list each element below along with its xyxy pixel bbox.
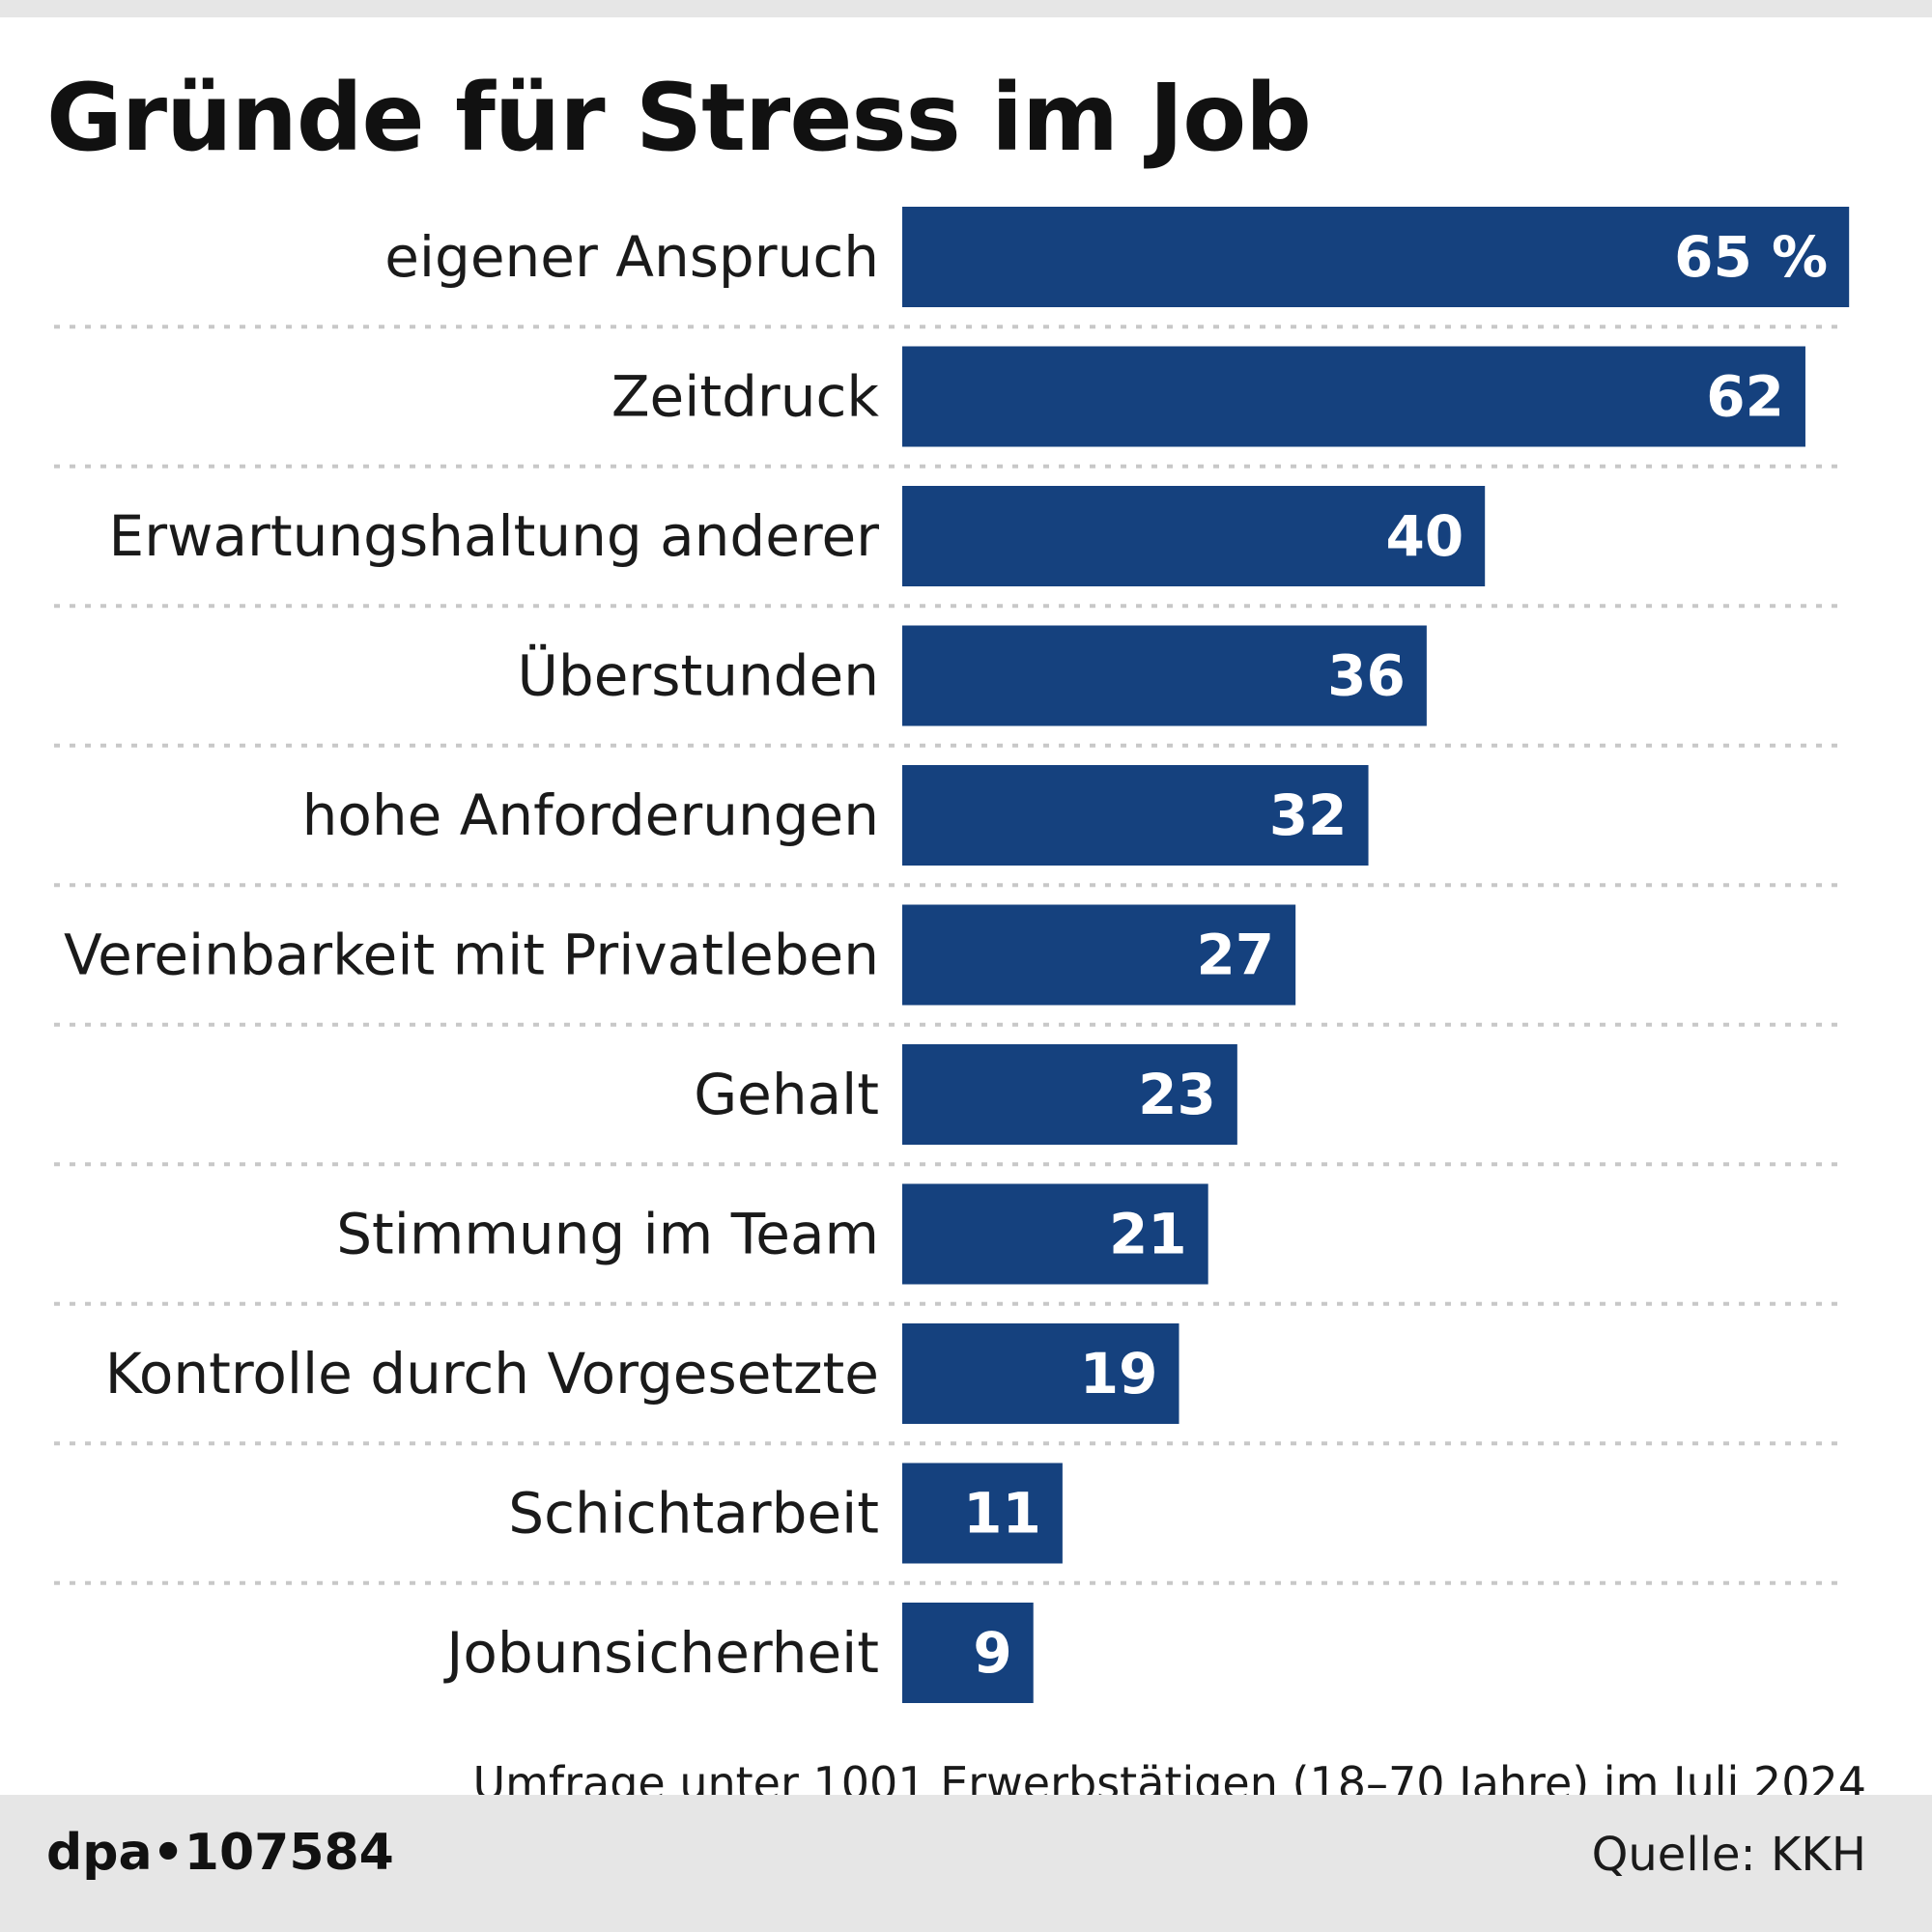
category-label: Kontrolle durch Vorgesetzte (105, 1341, 879, 1406)
bar (902, 1603, 1034, 1703)
bar (902, 1044, 1237, 1145)
value-label: 36 (1327, 643, 1406, 709)
bar (902, 625, 1427, 726)
value-label: 40 (1385, 503, 1463, 569)
bar (902, 346, 1805, 447)
value-label: 32 (1269, 782, 1348, 848)
source-label: Quelle: KKH (1591, 1828, 1866, 1882)
category-label: Zeitdruck (611, 364, 880, 430)
category-label: Gehalt (694, 1062, 879, 1127)
category-label: Jobunsicherheit (443, 1620, 879, 1686)
value-label: 19 (1080, 1341, 1158, 1406)
top-strip (0, 0, 1932, 17)
bar (902, 765, 1369, 866)
category-label: Überstunden (517, 643, 879, 709)
category-label: eigener Anspruch (384, 224, 879, 290)
value-label: 9 (973, 1620, 1011, 1686)
value-label: 65 % (1674, 224, 1828, 290)
bar (902, 1463, 1063, 1564)
category-label: hohe Anforderungen (302, 782, 879, 848)
category-label: Vereinbarkeit mit Privatleben (64, 923, 879, 988)
value-label: 62 (1706, 364, 1784, 430)
bar (902, 1183, 1208, 1285)
bar (902, 904, 1296, 1006)
bar (902, 486, 1486, 586)
category-label: Stimmung im Team (336, 1202, 879, 1267)
value-label: 11 (963, 1481, 1041, 1547)
value-label: 23 (1138, 1062, 1216, 1127)
bar-chart: eigener Anspruch 65 % Zeitdruck 62 Erwartung… (54, 207, 1850, 1703)
graphic-id: dpa•107584 (46, 1824, 394, 1882)
category-label: Schichtarbeit (508, 1481, 879, 1547)
bar (902, 207, 1850, 307)
category-label: Erwartungshaltung anderer (109, 503, 880, 569)
value-label: 27 (1196, 923, 1274, 988)
footer-bar: dpa•107584 Quelle: KKH (0, 1795, 1932, 1932)
chart-title: Gründe für Stress im Job (46, 64, 1312, 172)
bar (902, 1323, 1179, 1424)
value-label: 21 (1109, 1202, 1187, 1267)
